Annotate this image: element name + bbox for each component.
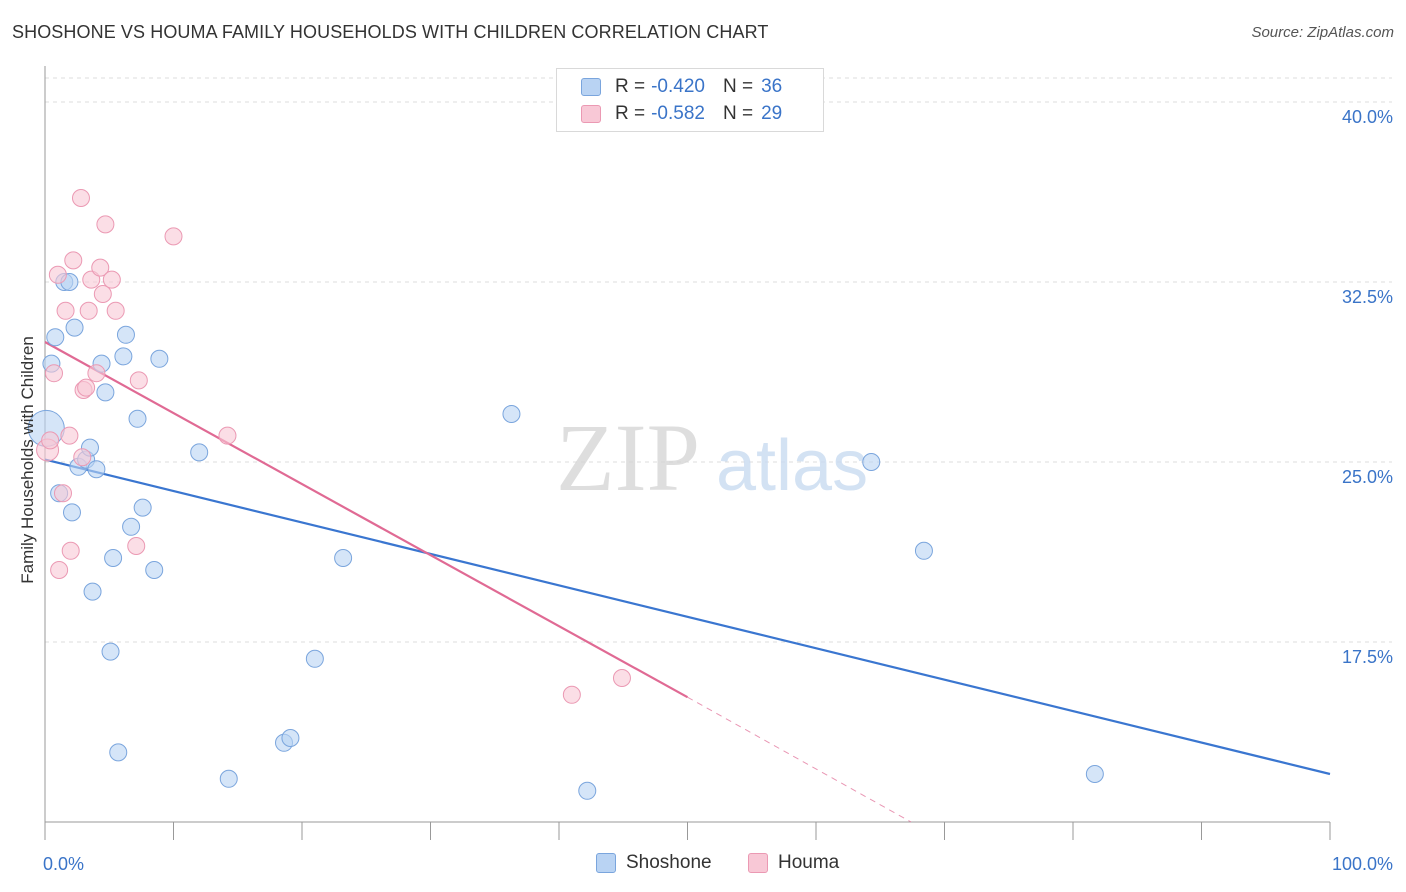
legend-r-label: R = (615, 76, 646, 97)
point-shoshone (109, 743, 128, 762)
bottom-legend-label-shoshone: Shoshone (626, 852, 712, 873)
legend-swatch-shoshone (581, 78, 601, 96)
x-tick-label: 100.0% (1332, 854, 1393, 874)
point-shoshone (122, 517, 141, 536)
y-axis-label: Family Households with Children (18, 336, 37, 584)
y-tick-label: 17.5% (1342, 647, 1393, 667)
point-shoshone (62, 503, 81, 522)
point-shoshone (862, 453, 881, 471)
point-houma (50, 561, 69, 579)
point-shoshone (502, 405, 521, 423)
point-shoshone (150, 349, 169, 368)
legend: R = -0.420 N = 36 R = -0.582 N = 29 (556, 68, 824, 132)
point-shoshone (65, 318, 84, 337)
x-tick-label: 0.0% (43, 854, 84, 874)
point-shoshone (578, 781, 597, 800)
point-houma (61, 541, 80, 560)
trendlines (44, 341, 1331, 823)
point-houma (91, 258, 110, 277)
point-shoshone (133, 498, 152, 517)
point-shoshone (87, 460, 106, 479)
y-tick-label: 32.5% (1342, 287, 1393, 307)
point-houma (612, 669, 631, 687)
y-tick-label: 25.0% (1342, 467, 1393, 487)
point-houma (41, 431, 60, 450)
point-shoshone (305, 649, 324, 668)
bottom-legend-swatch-shoshone (596, 853, 616, 873)
chart-title: SHOSHONE VS HOUMA FAMILY HOUSEHOLDS WITH… (12, 22, 769, 42)
point-houma (64, 251, 83, 270)
bottom-legend-label-houma: Houma (778, 852, 840, 873)
point-houma (96, 215, 115, 234)
y-tick-label: 40.0% (1342, 107, 1393, 127)
point-shoshone (46, 328, 65, 347)
legend-r-value: -0.420 (651, 76, 705, 97)
point-houma (48, 265, 67, 284)
point-shoshone (914, 541, 933, 560)
point-shoshone (334, 549, 353, 567)
y-tick-labels: 17.5% 25.0% 32.5% 40.0% (1342, 107, 1393, 667)
bottom-legend: Shoshone Houma (0, 852, 1406, 878)
point-houma (60, 426, 79, 445)
point-shoshone (128, 409, 147, 428)
legend-swatch-houma (581, 105, 601, 123)
point-shoshone (190, 443, 209, 462)
trendline-houma-extrapolated (687, 696, 912, 823)
bottom-legend-swatch-houma (748, 853, 768, 873)
point-houma (71, 189, 90, 207)
watermark-atlas: atlas (716, 426, 868, 506)
point-houma (218, 426, 237, 445)
point-shoshone (116, 325, 135, 344)
point-shoshone (83, 582, 102, 601)
point-houma (106, 301, 125, 320)
watermark: ZIP atlas (556, 404, 868, 511)
point-houma (127, 537, 146, 555)
point-houma (129, 371, 148, 390)
point-houma (79, 301, 98, 320)
point-shoshone (114, 347, 133, 366)
point-shoshone (101, 642, 120, 661)
bottom-legend-houma: Houma (748, 852, 839, 874)
legend-n-value: 36 (761, 76, 783, 97)
point-houma (562, 685, 581, 704)
point-shoshone (145, 561, 164, 579)
legend-n-value: 29 (761, 103, 783, 124)
point-shoshone (104, 549, 123, 567)
point-houma (73, 448, 92, 467)
point-houma (44, 364, 63, 383)
legend-r-label: R = (615, 103, 646, 124)
legend-row-shoshone: R = -0.420 N = 36 (581, 75, 782, 99)
point-houma (53, 484, 72, 503)
trendline-houma (44, 341, 689, 699)
gridlines (45, 77, 1392, 643)
point-houma (56, 301, 75, 320)
watermark-zip: ZIP (556, 404, 700, 511)
legend-r-value: -0.582 (651, 103, 705, 124)
point-shoshone (219, 769, 238, 788)
point-houma (164, 227, 183, 246)
legend-n-label: N = (722, 76, 754, 97)
bottom-legend-shoshone: Shoshone (596, 852, 712, 874)
trendline-shoshone (44, 458, 1331, 776)
point-houma (82, 270, 101, 289)
point-shoshone (96, 383, 115, 402)
point-shoshone (281, 729, 300, 747)
point-houma (87, 364, 106, 383)
x-tick-labels: 0.0% 100.0% (43, 854, 1393, 874)
point-houma (102, 270, 121, 289)
point-houma (77, 378, 96, 397)
point-shoshone (1085, 765, 1104, 783)
points (27, 189, 1104, 800)
legend-row-houma: R = -0.582 N = 29 (581, 102, 782, 126)
source-label: Source: ZipAtlas.com (1251, 24, 1394, 41)
legend-n-label: N = (722, 103, 754, 124)
point-houma (93, 285, 112, 303)
